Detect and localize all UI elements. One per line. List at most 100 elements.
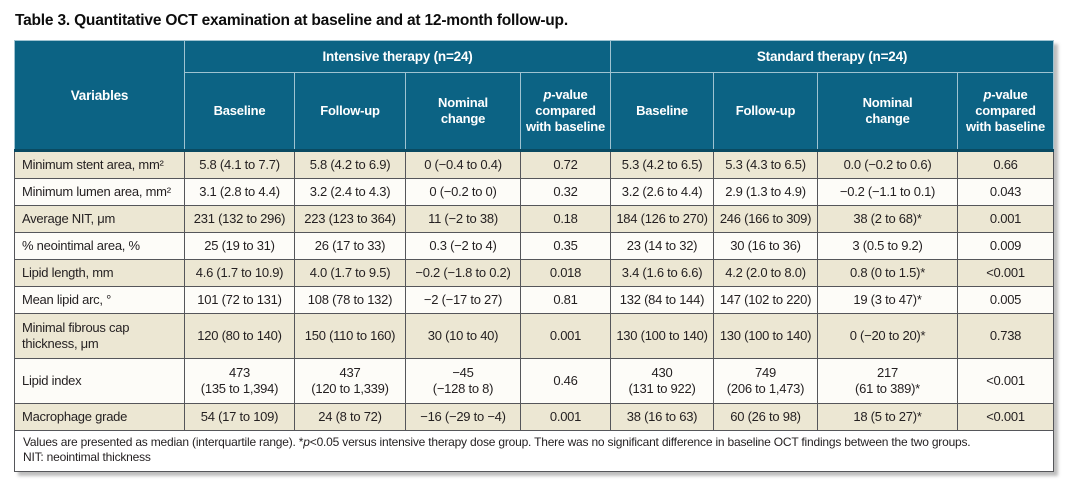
col-header-standard-baseline: Baseline xyxy=(610,72,715,152)
col-header-intensive-followup: Follow-up xyxy=(294,72,406,152)
cell: 38 (2 to 68)* xyxy=(817,205,959,233)
cell: −0.2 (−1.8 to 0.2) xyxy=(405,259,521,287)
cell: 24 (8 to 72) xyxy=(294,403,406,431)
page: Table 3. Quantitative OCT examination at… xyxy=(13,12,1055,472)
cell: 54 (17 to 109) xyxy=(184,403,295,431)
cell: 120 (80 to 140) xyxy=(184,313,295,359)
cell: 3.4 (1.6 to 6.6) xyxy=(610,259,715,287)
table-body: Minimum stent area, mm² 5.8 (4.1 to 7.7)… xyxy=(14,150,1055,431)
pvalue-italic-p: p xyxy=(983,87,992,102)
cell: 0.81 xyxy=(519,286,612,314)
cell: 3 (0.5 to 9.2) xyxy=(817,232,959,260)
cell: 0.35 xyxy=(519,232,612,260)
cell: 0.0 (−0.2 to 0.6) xyxy=(817,150,959,179)
cell: 0 (−20 to 20)* xyxy=(817,313,959,359)
footnote-row: Values are presented as median (interqua… xyxy=(13,430,1055,472)
cell: 30 (10 to 40) xyxy=(405,313,521,359)
cell: 0.32 xyxy=(519,178,612,206)
cell: 0 (−0.2 to 0) xyxy=(405,178,521,206)
cell: 0.009 xyxy=(957,232,1055,260)
footnote: Values are presented as median (interqua… xyxy=(13,430,1055,472)
cell: 184 (126 to 270) xyxy=(610,205,715,233)
cell: 0.3 (−2 to 4) xyxy=(405,232,521,260)
col-header-intensive-pvalue: p-value compared with baseline xyxy=(519,72,612,152)
cell: 5.3 (4.2 to 6.5) xyxy=(610,150,715,179)
cell: −2 (−17 to 27) xyxy=(405,286,521,314)
cell: 11 (−2 to 38) xyxy=(405,205,521,233)
cell: 0.001 xyxy=(519,403,612,431)
cell: 4.2 (2.0 to 8.0) xyxy=(713,259,819,287)
cell: 3.2 (2.4 to 4.3) xyxy=(294,178,406,206)
table-row: Minimum stent area, mm² 5.8 (4.1 to 7.7)… xyxy=(14,150,1055,179)
col-header-intensive-nominal-change: Nominal change xyxy=(405,72,521,152)
sub-header-row: Baseline Follow-up Nominal change p-valu… xyxy=(15,72,1055,152)
table-row: Minimal fibrous cap thickness, μm 120 (8… xyxy=(14,313,1055,359)
cell: 130 (100 to 140) xyxy=(713,313,819,359)
cell: 0.738 xyxy=(957,313,1055,359)
group-header-intensive: Intensive therapy (n=24) xyxy=(183,40,612,73)
group-header-row: Variables Intensive therapy (n=24) Stand… xyxy=(14,40,1055,152)
cell: 5.8 (4.2 to 6.9) xyxy=(294,150,406,179)
cell: 3.1 (2.8 to 4.4) xyxy=(184,178,295,206)
col-header-standard-followup: Follow-up xyxy=(713,72,819,152)
cell: 0.001 xyxy=(957,205,1055,233)
cell: 108 (78 to 132) xyxy=(294,286,406,314)
col-header-standard-nominal-change: Nominal change xyxy=(817,72,959,152)
cell: 25 (19 to 31) xyxy=(184,232,295,260)
row-label: Lipid length, mm xyxy=(14,259,185,287)
cell: −45 (−128 to 8) xyxy=(405,358,521,404)
cell: 132 (84 to 144) xyxy=(610,286,715,314)
cell: 0.72 xyxy=(519,150,612,179)
table-header: Variables Intensive therapy (n=24) Stand… xyxy=(14,40,1055,152)
cell: 0 (−0.4 to 0.4) xyxy=(405,150,521,179)
cell: 30 (16 to 36) xyxy=(713,232,819,260)
cell: 0.005 xyxy=(957,286,1055,314)
cell: 23 (14 to 32) xyxy=(610,232,715,260)
row-label: % neointimal area, % xyxy=(14,232,185,260)
cell: 0.8 (0 to 1.5)* xyxy=(817,259,959,287)
cell: 217 (61 to 389)* xyxy=(817,358,959,404)
pvalue-italic-p: p xyxy=(543,87,552,102)
cell: 231 (132 to 296) xyxy=(184,205,295,233)
cell: 147 (102 to 220) xyxy=(713,286,819,314)
cell: −0.2 (−1.1 to 0.1) xyxy=(817,178,959,206)
table-row: Macrophage grade 54 (17 to 109) 24 (8 to… xyxy=(14,403,1055,431)
cell: 0.18 xyxy=(519,205,612,233)
cell: 60 (26 to 98) xyxy=(713,403,819,431)
footnote-italic-p: p xyxy=(303,435,310,449)
cell: 0.043 xyxy=(957,178,1055,206)
oct-table: Variables Intensive therapy (n=24) Stand… xyxy=(13,40,1055,472)
cell: 130 (100 to 140) xyxy=(610,313,715,359)
table-row: Lipid index 473 (135 to 1,394) 437 (120 … xyxy=(14,358,1055,404)
row-label: Minimum lumen area, mm² xyxy=(14,178,185,206)
cell: 0.018 xyxy=(519,259,612,287)
cell: <0.001 xyxy=(957,358,1055,404)
table-row: Mean lipid arc, ° 101 (72 to 131) 108 (7… xyxy=(14,286,1055,314)
row-label: Minimum stent area, mm² xyxy=(14,150,185,179)
cell: 223 (123 to 364) xyxy=(294,205,406,233)
cell: 749 (206 to 1,473) xyxy=(713,358,819,404)
cell: 101 (72 to 131) xyxy=(184,286,295,314)
group-header-standard: Standard therapy (n=24) xyxy=(610,40,1055,73)
footnote-line-2: NIT: neointimal thickness xyxy=(23,450,151,464)
cell: −16 (−29 to −4) xyxy=(405,403,521,431)
cell: 18 (5 to 27)* xyxy=(817,403,959,431)
cell: 5.3 (4.3 to 6.5) xyxy=(713,150,819,179)
cell: 0.66 xyxy=(957,150,1055,179)
table-row: % neointimal area, % 25 (19 to 31) 26 (1… xyxy=(14,232,1055,260)
cell: 4.0 (1.7 to 9.5) xyxy=(294,259,406,287)
row-label: Lipid index xyxy=(14,358,185,404)
table-footer: Values are presented as median (interqua… xyxy=(13,430,1055,472)
cell: 0.46 xyxy=(519,358,612,404)
footnote-line-1: Values are presented as median (interqua… xyxy=(23,435,971,449)
cell: <0.001 xyxy=(957,403,1055,431)
table-row: Lipid length, mm 4.6 (1.7 to 10.9) 4.0 (… xyxy=(14,259,1055,287)
cell: 0.001 xyxy=(519,313,612,359)
cell: 5.8 (4.1 to 7.7) xyxy=(184,150,295,179)
cell: 2.9 (1.3 to 4.9) xyxy=(713,178,819,206)
cell: 26 (17 to 33) xyxy=(294,232,406,260)
cell: 38 (16 to 63) xyxy=(610,403,715,431)
table-title: Table 3. Quantitative OCT examination at… xyxy=(15,12,568,29)
row-label: Minimal fibrous cap thickness, μm xyxy=(14,313,185,359)
cell: 19 (3 to 47)* xyxy=(817,286,959,314)
